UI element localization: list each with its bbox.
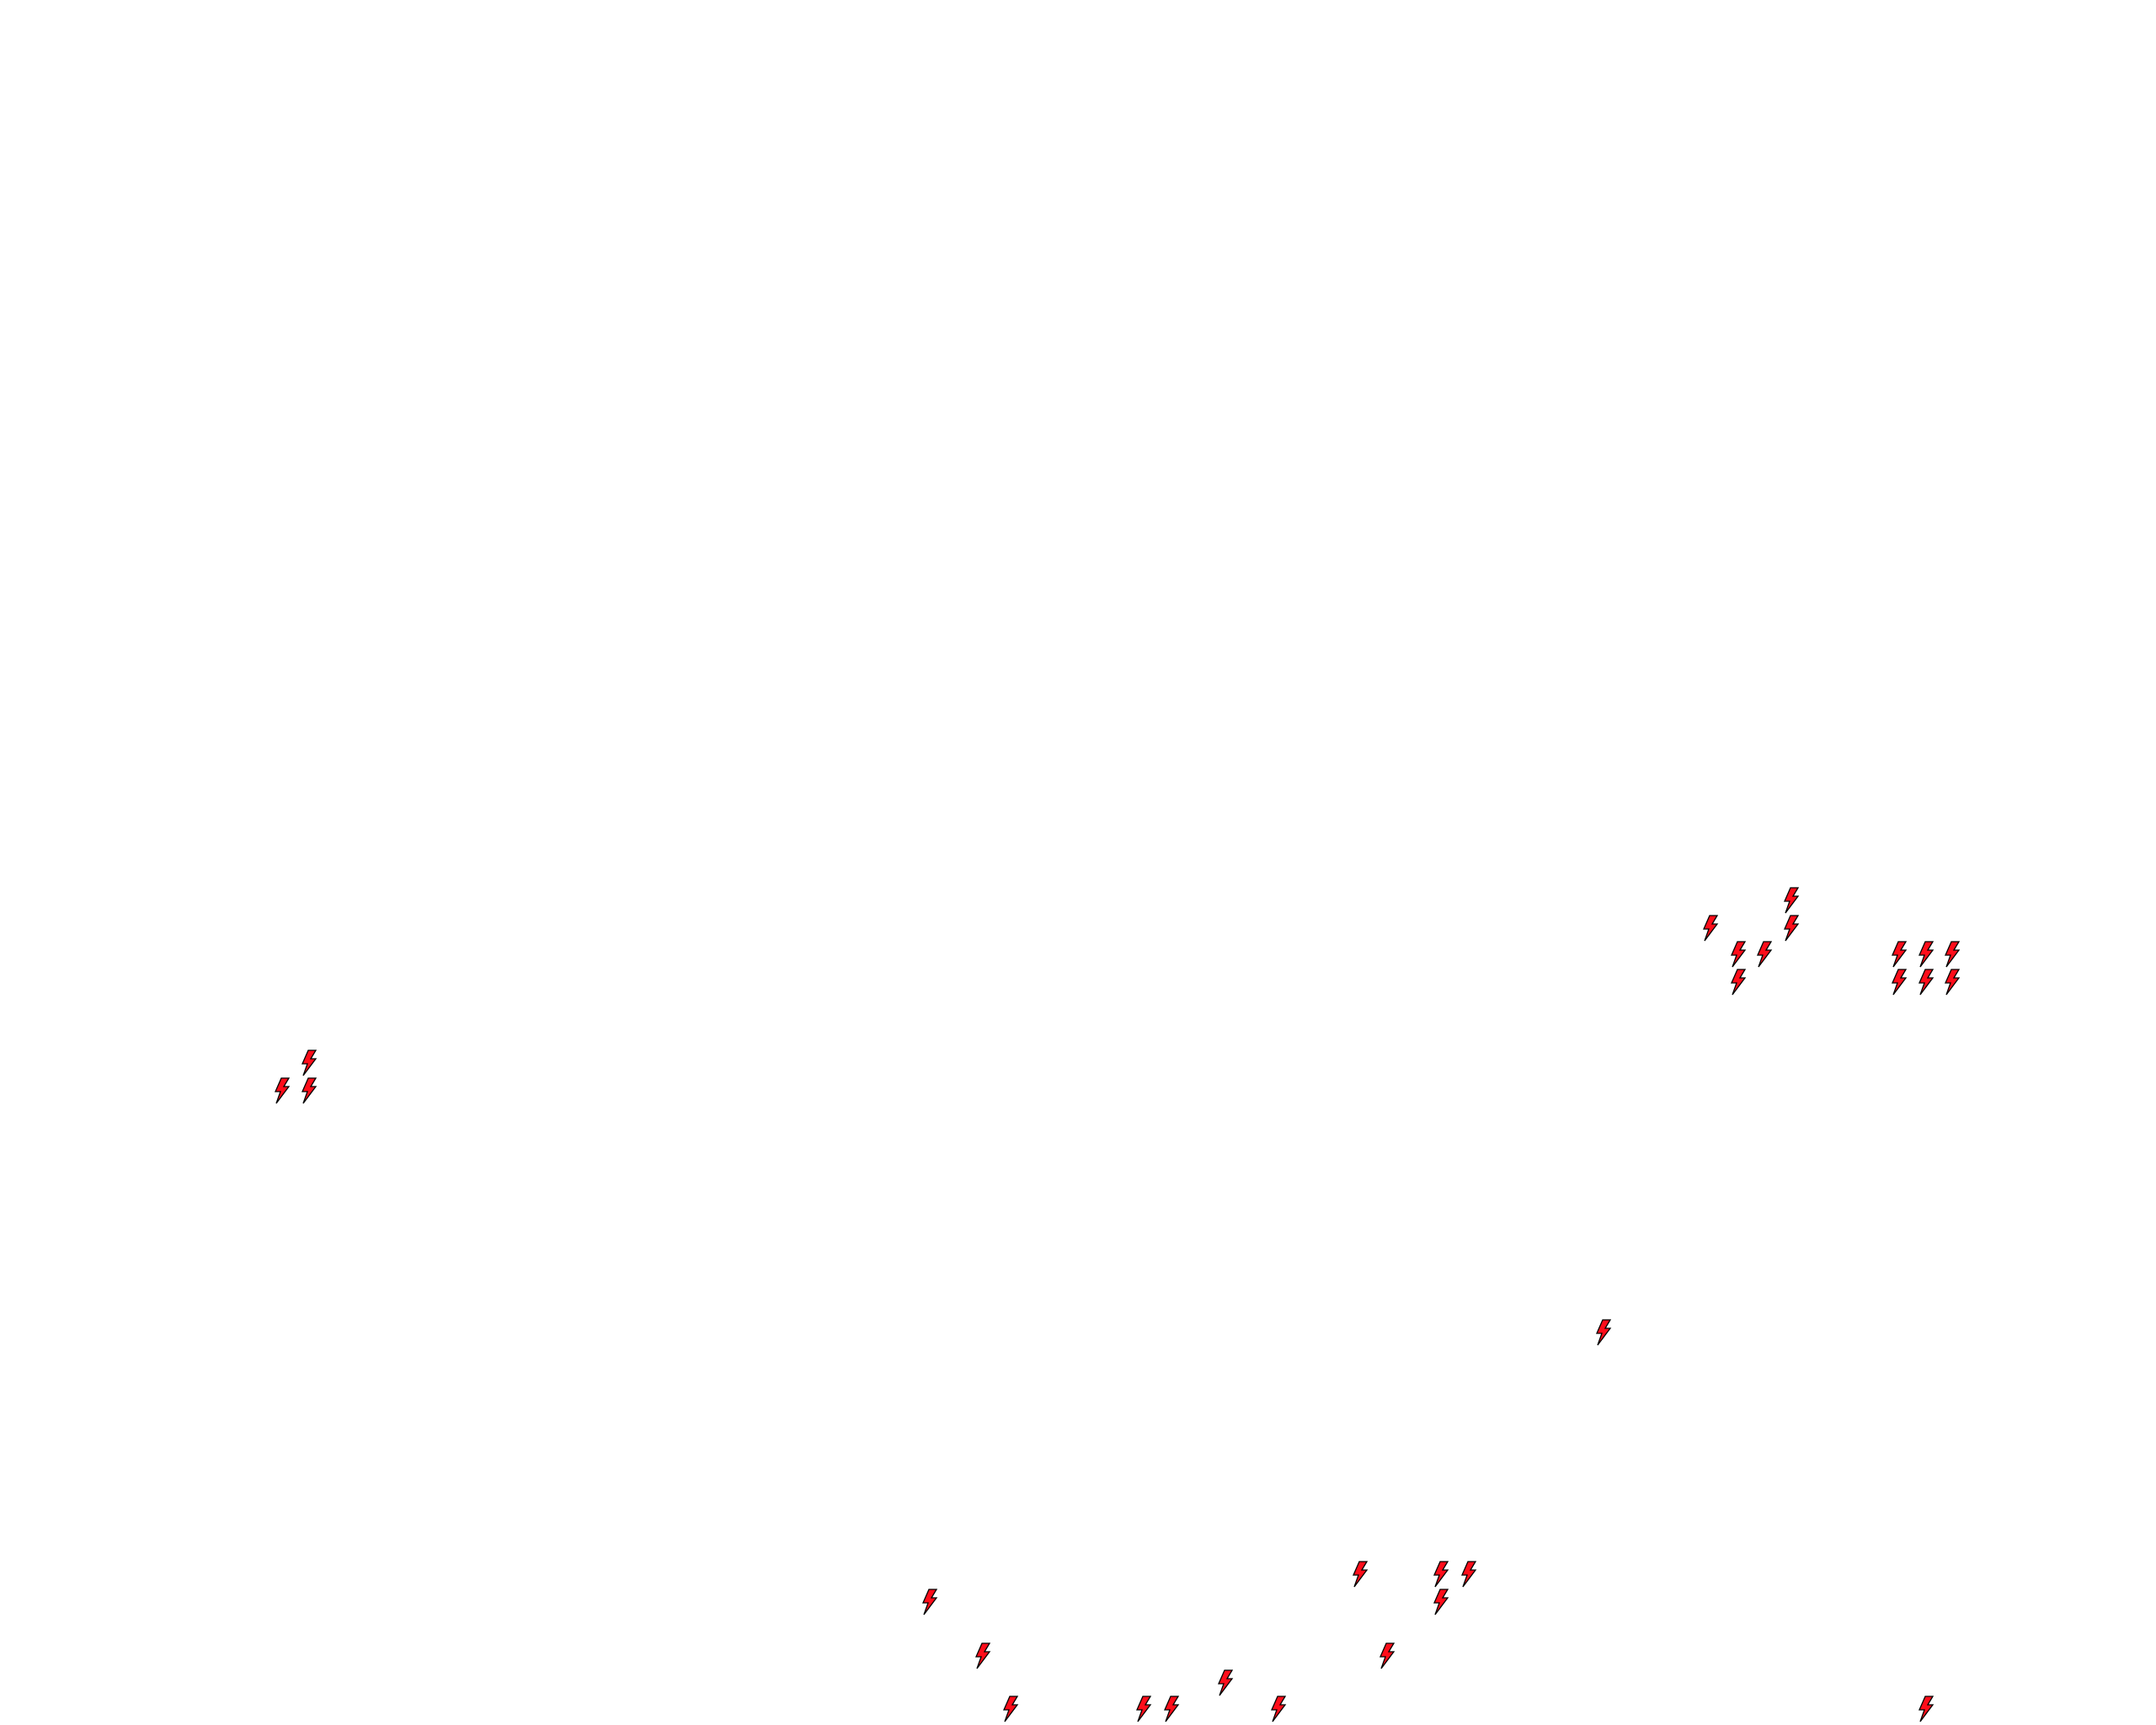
lightning-bolt-icon[interactable] [1756,941,1773,968]
lightning-bolt-icon[interactable] [1217,1669,1234,1696]
lightning-bolt-icon[interactable] [1944,969,1961,996]
lightning-bolt-icon[interactable] [1270,1696,1287,1722]
lightning-bolt-icon[interactable] [1730,941,1747,968]
lightning-bolt-icon[interactable] [1002,1696,1019,1722]
lightning-bolt-icon[interactable] [1944,941,1961,968]
lightning-bolt-icon[interactable] [1783,915,1800,942]
lightning-bolt-icon[interactable] [974,1642,991,1669]
lightning-bolt-icon[interactable] [1460,1561,1477,1588]
lightning-bolt-icon[interactable] [1595,1319,1612,1346]
lightning-bolt-icon[interactable] [1891,969,1908,996]
lightning-bolt-icon[interactable] [1433,1589,1449,1616]
lightning-bolt-icon[interactable] [1918,1696,1935,1722]
lightning-bolt-icon[interactable] [1352,1561,1369,1588]
lightning-bolt-icon[interactable] [301,1049,318,1076]
lightning-bolt-icon[interactable] [1918,941,1935,968]
lightning-bolt-icon[interactable] [301,1077,318,1104]
lightning-bolt-icon[interactable] [1918,969,1935,996]
lightning-bolt-icon[interactable] [1702,915,1719,942]
lightning-bolt-icon[interactable] [274,1077,291,1104]
lightning-bolt-icon[interactable] [1379,1642,1396,1669]
lightning-bolt-icon[interactable] [1135,1696,1152,1722]
lightning-bolt-icon[interactable] [921,1589,938,1616]
lightning-bolt-icon[interactable] [1730,969,1747,996]
lightning-bolt-icon[interactable] [1891,941,1908,968]
lightning-bolt-icon[interactable] [1433,1561,1449,1588]
lightning-bolt-icon[interactable] [1783,887,1800,914]
lightning-bolt-icon[interactable] [1163,1696,1180,1722]
